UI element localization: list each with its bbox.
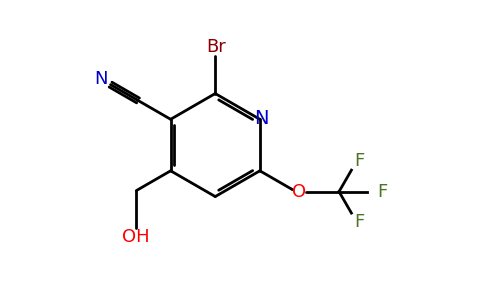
Text: F: F [378,183,388,201]
Text: OH: OH [121,228,149,246]
Text: F: F [354,152,364,170]
Text: Br: Br [206,38,226,56]
Text: N: N [94,70,108,88]
Text: F: F [354,213,364,231]
Text: N: N [255,109,269,128]
Text: O: O [292,183,306,201]
